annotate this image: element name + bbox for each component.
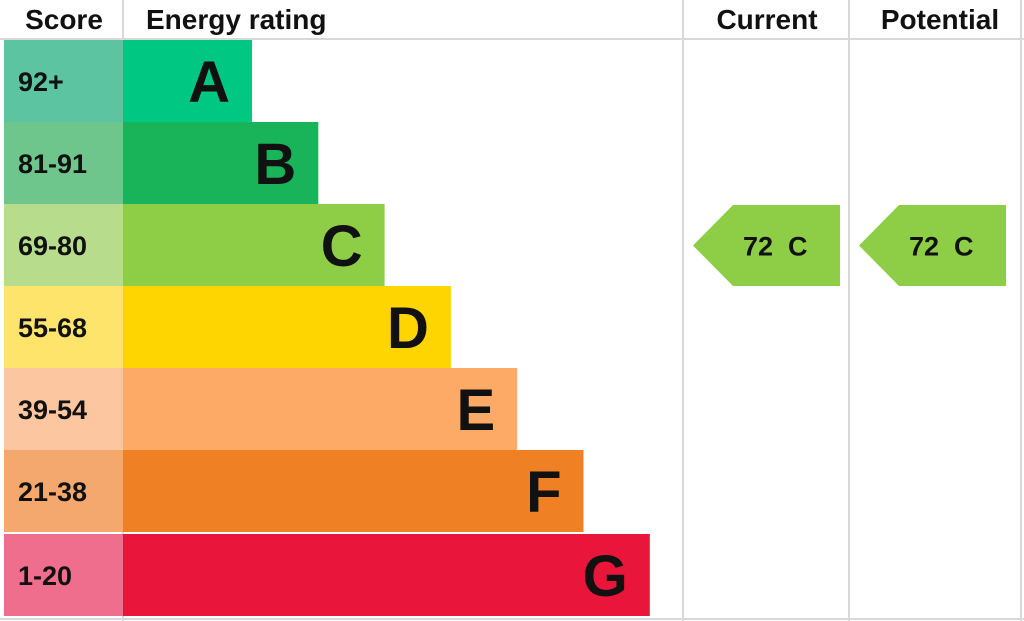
band-letter: G [583, 544, 628, 609]
rating-bar [123, 122, 319, 204]
band-letter: F [526, 460, 561, 525]
band-row-e: 39-54 E [4, 368, 518, 450]
band-letter: B [254, 132, 296, 197]
current-rating-arrow-shape [693, 205, 840, 286]
score-cell [4, 40, 123, 122]
score-range: 39-54 [18, 395, 87, 425]
band-row-f: 21-38 F [4, 450, 584, 532]
header-potential: Potential [881, 4, 999, 35]
rating-bar [123, 286, 451, 368]
score-range: 92+ [18, 67, 64, 97]
current-rating-arrow: 72 C [693, 205, 840, 286]
current-rating-arrow-label: 72 C [743, 232, 808, 262]
rating-bar [123, 204, 385, 286]
band-row-b: 81-91 B [4, 122, 319, 204]
score-range: 55-68 [18, 313, 87, 343]
band-row-g: 1-20 G [4, 534, 650, 616]
band-letter: D [387, 296, 429, 361]
band-letter: C [321, 214, 363, 279]
potential-rating-arrow-shape [859, 205, 1006, 286]
score-cell [4, 534, 123, 616]
band-letter: E [457, 378, 496, 443]
rating-bar [123, 450, 584, 532]
score-range: 69-80 [18, 231, 87, 261]
rating-bar [123, 534, 650, 616]
header-score: Score [25, 4, 103, 35]
score-range: 21-38 [18, 477, 87, 507]
band-row-d: 55-68 D [4, 286, 451, 368]
header-energy-rating: Energy rating [146, 4, 326, 35]
rating-bar [123, 40, 252, 122]
score-cell [4, 368, 123, 450]
header-current: Current [716, 4, 817, 35]
potential-rating-arrow: 72 C [859, 205, 1006, 286]
band-letter: A [188, 50, 230, 115]
score-cell [4, 204, 123, 286]
score-range: 1-20 [18, 561, 72, 591]
score-cell [4, 122, 123, 204]
rating-bar [123, 368, 518, 450]
band-row-a: 92+ A [4, 40, 252, 122]
score-cell [4, 286, 123, 368]
band-row-c: 69-80 C [4, 204, 385, 286]
score-cell [4, 450, 123, 532]
potential-rating-arrow-label: 72 C [909, 232, 974, 262]
score-range: 81-91 [18, 149, 87, 179]
